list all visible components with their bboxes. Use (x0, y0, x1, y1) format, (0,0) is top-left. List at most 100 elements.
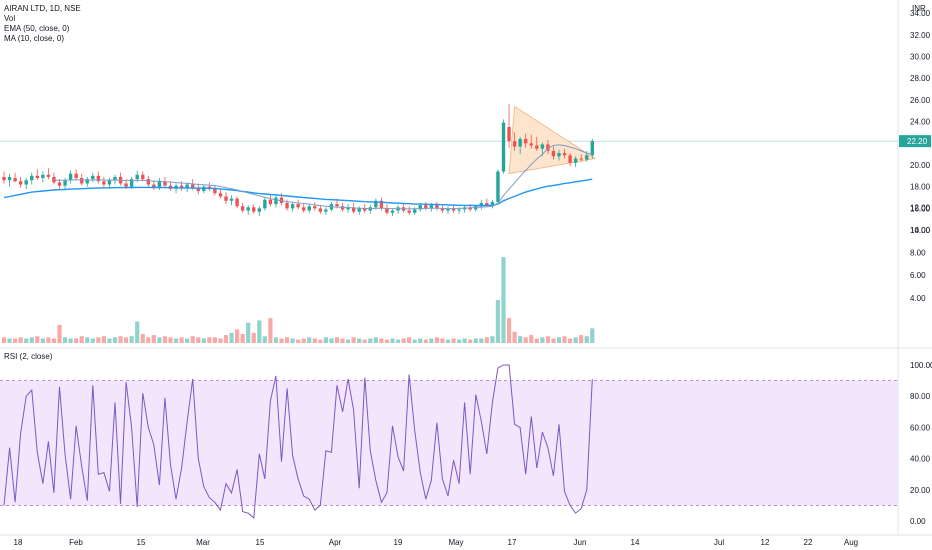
triangle-pattern[interactable] (508, 105, 597, 175)
volume-bar (151, 335, 156, 343)
price-tick-label: 4.00 (910, 294, 926, 303)
volume-bar (395, 339, 401, 343)
price-tick-label: 10.00 (910, 226, 931, 235)
volume-bar (545, 336, 550, 343)
candle-down (524, 138, 528, 144)
rsi-tick-label: 80.00 (910, 392, 931, 401)
time-tick-label: Feb (69, 538, 83, 547)
time-tick-label: May (448, 538, 463, 547)
legend-ma: MA (10, close, 0) (4, 34, 65, 43)
time-tick-label: 17 (508, 538, 517, 547)
volume-bar (468, 339, 473, 343)
rsi-tick-label: 0.00 (910, 517, 926, 526)
time-tick-label: 12 (761, 538, 770, 547)
volume-bar (562, 336, 567, 343)
time-tick-label: 19 (394, 538, 403, 547)
candle-down (546, 144, 550, 151)
rsi-tick-label: 60.00 (910, 423, 931, 432)
volume-bar (346, 339, 351, 343)
volume-bar (273, 337, 279, 343)
candle-down (318, 208, 323, 212)
candle-up (390, 210, 395, 213)
candle-down (551, 150, 556, 157)
candle-up (229, 198, 234, 201)
volume-bar (57, 324, 62, 343)
candle-up (573, 158, 578, 163)
volume-bar (501, 257, 506, 343)
candle-up (63, 180, 67, 186)
candle-down (52, 176, 56, 183)
triangle-pattern-layer[interactable] (508, 105, 597, 175)
volume-bar (196, 337, 201, 343)
candle-down (235, 198, 239, 207)
price-tick-label: 34.00 (910, 9, 931, 18)
candle-up (413, 209, 417, 213)
candle-up (274, 197, 278, 205)
candle-down (179, 185, 184, 188)
volume-bar (162, 336, 168, 343)
candle-down (279, 197, 284, 203)
volume-bar (384, 339, 390, 343)
volume-bar (451, 338, 456, 343)
volume-bar (190, 336, 195, 343)
candle-up (374, 200, 378, 208)
volume-bar (296, 339, 301, 343)
volume-bar (440, 338, 445, 343)
volume-bar (85, 337, 90, 343)
time-tick-label: Jul (714, 538, 724, 547)
candle-down (335, 204, 339, 207)
candle-down (191, 184, 195, 188)
volume-bar (262, 336, 267, 343)
volume-bar (129, 336, 134, 343)
grid-layer (0, 0, 932, 536)
volume-bar (445, 339, 451, 343)
volume-bar (268, 318, 273, 343)
volume-bar (118, 336, 123, 343)
candle-up (68, 173, 73, 181)
time-tick-label: 14 (631, 538, 640, 547)
main-legend: AIRAN LTD, 1D, NSE Vol EMA (50, close, 0… (4, 4, 81, 44)
volume-bar (101, 336, 106, 343)
volume-bar (146, 337, 151, 343)
volume-bar (568, 338, 573, 343)
legend-title: AIRAN LTD, 1D, NSE (4, 4, 81, 13)
volume-bar (357, 338, 362, 343)
price-tick-label: 8.00 (910, 249, 926, 258)
volume-bar (390, 338, 395, 343)
volume-bar (96, 337, 101, 343)
volume-bar (551, 338, 556, 343)
volume-bar (1, 337, 7, 343)
time-tick-label: Mar (196, 538, 210, 547)
volume-bar (334, 337, 340, 343)
volume-bar (79, 336, 84, 343)
candle-down (268, 199, 273, 205)
candle-down (435, 205, 439, 209)
rsi-tick-label: 100.00 (910, 361, 932, 370)
volume-bar (51, 338, 57, 343)
volume-bar (307, 337, 312, 343)
candle-down (568, 155, 572, 163)
volume-bar (518, 336, 523, 343)
ma-line (53, 144, 593, 210)
volume-bar (434, 337, 439, 343)
candle-down (302, 207, 306, 211)
rsi-line (3, 364, 593, 519)
volume-bar (18, 337, 23, 343)
volume-bar (490, 336, 495, 343)
volume-bar (223, 335, 229, 343)
volume-bar (7, 338, 12, 343)
volume-bar (323, 337, 328, 343)
candle-down (124, 183, 128, 187)
price-tick-label: 12.00 (910, 203, 931, 212)
candle-up (135, 174, 139, 180)
candle-down (46, 174, 51, 177)
candle-up (585, 155, 589, 160)
volume-bar (401, 338, 406, 343)
volume-bar (201, 338, 206, 343)
candle-down (57, 182, 62, 186)
candle-down (13, 178, 17, 182)
candle-down (163, 181, 167, 186)
candles-layer (2, 104, 594, 216)
candle-up (346, 207, 350, 210)
